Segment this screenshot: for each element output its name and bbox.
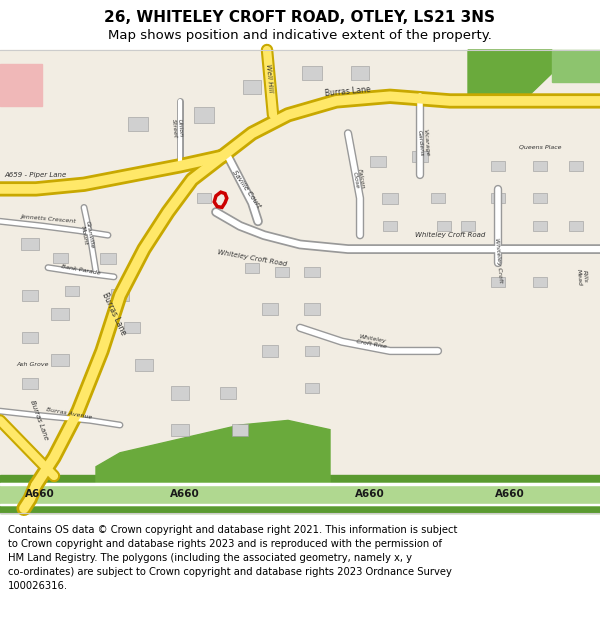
Bar bbox=[22, 331, 38, 342]
Bar bbox=[128, 117, 148, 131]
Text: A660: A660 bbox=[25, 489, 55, 499]
Bar bbox=[243, 80, 261, 94]
Bar bbox=[461, 221, 475, 231]
Text: 26, WHITELEY CROFT ROAD, OTLEY, LS21 3NS: 26, WHITELEY CROFT ROAD, OTLEY, LS21 3NS bbox=[104, 9, 496, 24]
Bar bbox=[382, 192, 398, 204]
Text: Ash Grove: Ash Grove bbox=[17, 362, 49, 368]
Bar bbox=[100, 253, 116, 264]
Text: Burras Lane: Burras Lane bbox=[29, 399, 49, 441]
Bar bbox=[305, 383, 319, 393]
Text: Burras Lane: Burras Lane bbox=[100, 291, 128, 337]
Bar bbox=[124, 322, 140, 333]
Text: Granville
Mount: Granville Mount bbox=[79, 221, 95, 250]
Bar bbox=[491, 161, 505, 171]
Text: A660: A660 bbox=[355, 489, 385, 499]
Bar bbox=[0, 483, 600, 484]
Text: Vicarage
Gardens: Vicarage Gardens bbox=[416, 128, 430, 157]
Polygon shape bbox=[96, 421, 330, 485]
Bar bbox=[533, 276, 547, 286]
Bar bbox=[0, 50, 600, 513]
Bar bbox=[533, 221, 547, 231]
Bar bbox=[412, 151, 428, 162]
Bar bbox=[111, 289, 129, 301]
Bar bbox=[262, 303, 278, 315]
Bar bbox=[262, 345, 278, 357]
Text: Bank Parade: Bank Parade bbox=[61, 264, 101, 276]
Bar bbox=[220, 387, 236, 399]
Bar bbox=[0, 504, 600, 505]
Text: A660: A660 bbox=[170, 489, 200, 499]
Bar bbox=[22, 290, 38, 301]
Bar bbox=[437, 221, 451, 231]
Bar bbox=[0, 475, 600, 513]
Bar bbox=[171, 386, 189, 399]
Bar bbox=[51, 354, 69, 366]
Bar bbox=[491, 276, 505, 286]
Bar bbox=[304, 303, 320, 315]
Text: Union
Street: Union Street bbox=[171, 119, 183, 139]
Bar bbox=[533, 193, 547, 203]
Bar bbox=[304, 268, 320, 278]
Text: Burras Lane: Burras Lane bbox=[325, 85, 371, 98]
Text: Whiteley Croft Road: Whiteley Croft Road bbox=[415, 232, 485, 238]
Bar bbox=[53, 253, 67, 263]
Bar bbox=[491, 193, 505, 203]
Bar bbox=[431, 193, 445, 203]
Bar bbox=[21, 239, 39, 251]
Bar bbox=[569, 161, 583, 171]
Text: Well Hill: Well Hill bbox=[265, 63, 273, 92]
Bar bbox=[135, 359, 153, 371]
Text: Queens Place: Queens Place bbox=[519, 145, 561, 150]
Text: to Crown copyright and database rights 2023 and is reproduced with the permissio: to Crown copyright and database rights 2… bbox=[8, 539, 442, 549]
Text: A660: A660 bbox=[495, 489, 525, 499]
Bar bbox=[194, 107, 214, 123]
Text: 100026316.: 100026316. bbox=[8, 581, 68, 591]
Bar bbox=[275, 268, 289, 278]
Bar bbox=[65, 286, 79, 296]
Bar bbox=[171, 424, 189, 436]
Text: co-ordinates) are subject to Crown copyright and database rights 2023 Ordnance S: co-ordinates) are subject to Crown copyr… bbox=[8, 567, 452, 577]
Text: Rills
Mead: Rills Mead bbox=[576, 268, 588, 286]
Text: Burras Avenue: Burras Avenue bbox=[46, 407, 92, 420]
Polygon shape bbox=[0, 64, 42, 106]
Bar bbox=[533, 161, 547, 171]
Bar bbox=[51, 308, 69, 320]
Text: Saville Court: Saville Court bbox=[231, 169, 261, 209]
Text: Map shows position and indicative extent of the property.: Map shows position and indicative extent… bbox=[108, 29, 492, 42]
Bar bbox=[22, 378, 38, 389]
Bar bbox=[370, 156, 386, 167]
Bar bbox=[0, 513, 600, 625]
Bar bbox=[245, 262, 259, 272]
Bar bbox=[302, 66, 322, 80]
Bar bbox=[305, 346, 319, 356]
Text: Jennetts Crescent: Jennetts Crescent bbox=[20, 214, 76, 224]
Text: Falcon
Close: Falcon Close bbox=[351, 169, 365, 191]
Text: Contains OS data © Crown copyright and database right 2021. This information is : Contains OS data © Crown copyright and d… bbox=[8, 525, 457, 535]
Text: Whiteley Croft Road: Whiteley Croft Road bbox=[217, 249, 287, 268]
Bar bbox=[569, 221, 583, 231]
Text: Whiteley
Croft Rise: Whiteley Croft Rise bbox=[356, 334, 388, 350]
Bar bbox=[191, 166, 205, 176]
Bar bbox=[0, 0, 600, 50]
Bar bbox=[197, 193, 211, 203]
Polygon shape bbox=[468, 50, 552, 96]
Bar bbox=[0, 483, 600, 505]
Polygon shape bbox=[552, 50, 600, 82]
Text: Whiteley Croft: Whiteley Croft bbox=[494, 238, 502, 283]
Text: A659 - Piper Lane: A659 - Piper Lane bbox=[5, 172, 67, 178]
Bar bbox=[351, 66, 369, 80]
Text: HM Land Registry. The polygons (including the associated geometry, namely x, y: HM Land Registry. The polygons (includin… bbox=[8, 553, 412, 563]
Bar bbox=[232, 424, 248, 436]
Bar bbox=[383, 221, 397, 231]
